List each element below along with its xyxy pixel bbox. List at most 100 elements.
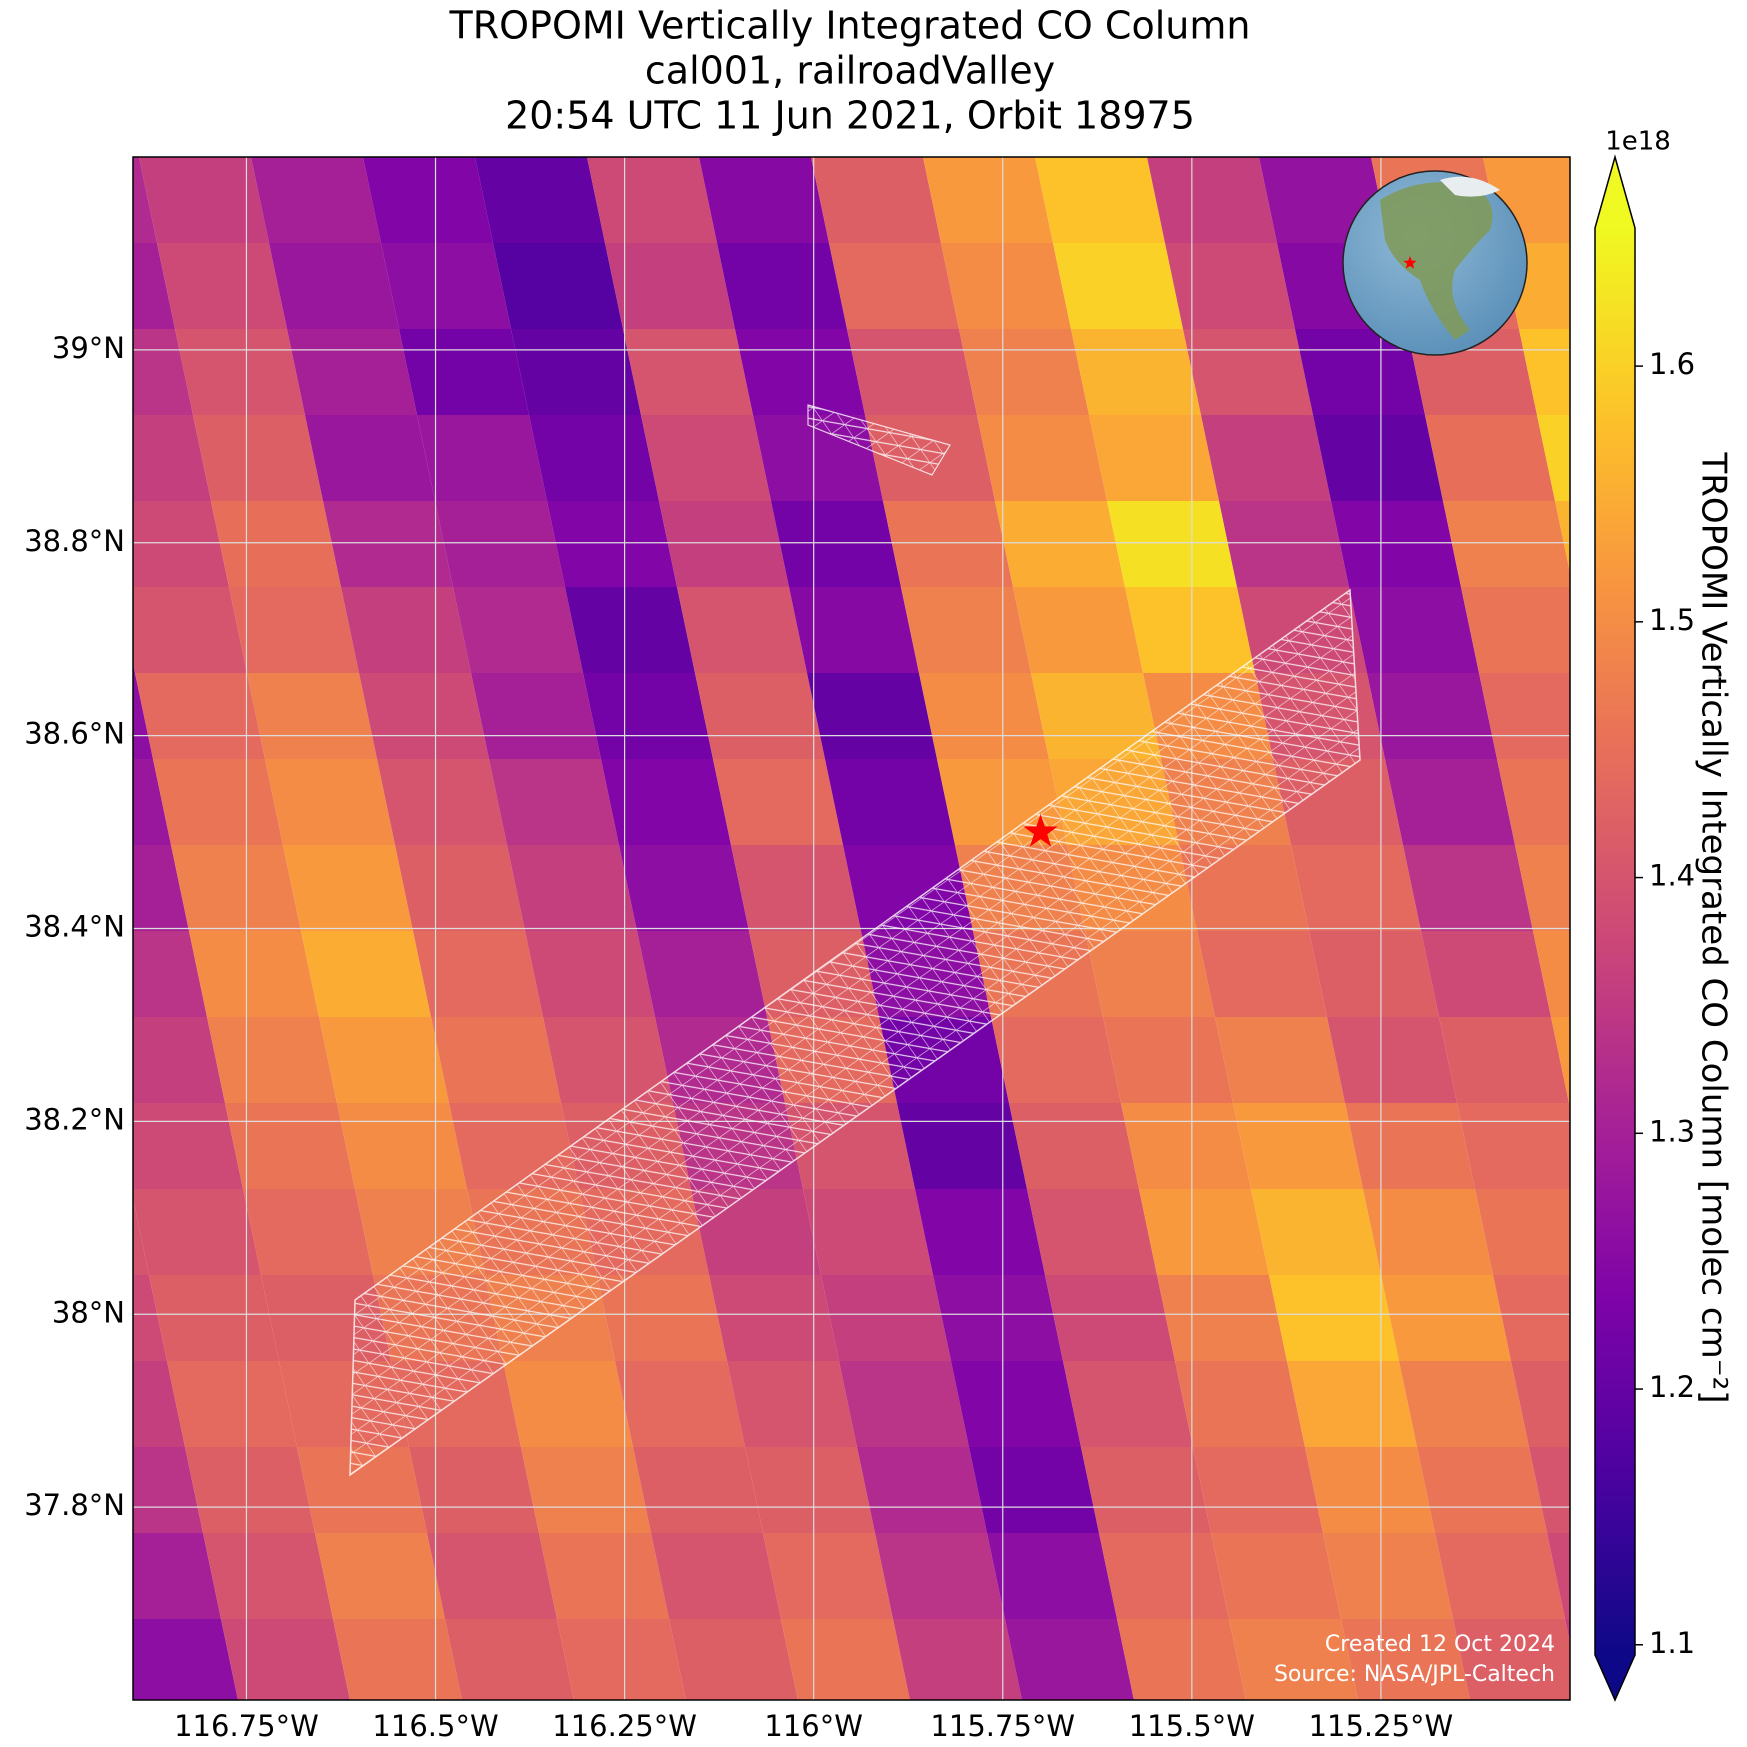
co-cell [1345, 1103, 1475, 1189]
co-cell [427, 1533, 557, 1619]
co-cell [699, 157, 829, 243]
co-cell [991, 1017, 1121, 1103]
co-cell [133, 1103, 243, 1189]
co-cell [1313, 415, 1443, 501]
x-tick-label: 116°W [764, 1709, 863, 1743]
x-tick-label: 116.5°W [372, 1709, 498, 1743]
co-cell [0, 1017, 113, 1103]
co-cell [951, 1361, 1081, 1447]
co-cell [1031, 673, 1161, 759]
co-cell [203, 1533, 333, 1619]
co-cell [1287, 1361, 1417, 1447]
co-cell [781, 1619, 910, 1700]
co-cell [727, 1361, 857, 1447]
co-cell [1305, 1447, 1435, 1533]
co-cell [1089, 415, 1219, 501]
co-cell [1641, 1447, 1747, 1533]
co-cell [133, 243, 175, 329]
co-cell [839, 1361, 969, 1447]
co-cell [1183, 329, 1313, 415]
co-cell [1197, 931, 1327, 1017]
co-cell [413, 931, 543, 1017]
footprint-mesh [349, 588, 1361, 1477]
co-cell [511, 329, 641, 415]
co-cell [1035, 157, 1165, 243]
co-cell [677, 587, 807, 673]
colorbar-label: TROPOMI Vertically Integrated CO Column … [1694, 451, 1734, 1403]
co-cell [641, 415, 771, 501]
co-cell [133, 1198, 149, 1275]
co-cell [251, 157, 381, 243]
co-cell [1229, 1619, 1358, 1700]
y-tick-label: 39°N [52, 331, 125, 365]
co-cell [0, 587, 23, 673]
co-cell [133, 663, 135, 673]
co-cell [1215, 1017, 1345, 1103]
co-cell [507, 845, 637, 931]
co-cell [171, 845, 301, 931]
co-cell [157, 243, 287, 329]
colorbar-tick-label: 1.2 [1649, 1370, 1695, 1404]
co-cell [133, 157, 157, 243]
co-cell [1147, 157, 1277, 243]
co-cell [133, 1017, 225, 1103]
site-star [1023, 814, 1058, 847]
co-cell [333, 1619, 462, 1700]
co-cell [1125, 587, 1255, 673]
co-cell [633, 1447, 763, 1533]
co-cell [539, 1533, 669, 1619]
co-cell [529, 415, 659, 501]
co-cell [525, 931, 655, 1017]
co-cell [445, 1619, 574, 1700]
y-tick-label: 38.2°N [24, 1102, 125, 1136]
co-cell [1157, 1275, 1287, 1361]
co-cell [1295, 329, 1425, 415]
co-cell [153, 759, 283, 845]
co-cell [417, 415, 547, 501]
co-cell [453, 587, 583, 673]
co-cell [659, 501, 789, 587]
co-cell [1009, 1103, 1139, 1189]
y-tick-label: 38°N [52, 1295, 125, 1329]
co-cell [1551, 1017, 1570, 1103]
co-cell [189, 931, 319, 1017]
co-cell [601, 759, 731, 845]
co-cell [395, 845, 525, 931]
co-cell [409, 1447, 539, 1533]
co-cell [133, 759, 171, 845]
colorbar-tick-label: 1.1 [1649, 1626, 1695, 1660]
colorbar-offset: 1e18 [1605, 127, 1671, 157]
co-cell [977, 415, 1107, 501]
co-cell [1519, 329, 1570, 415]
co-cell [745, 1447, 875, 1533]
co-cell [381, 243, 511, 329]
co-cell [1515, 845, 1570, 931]
co-cell [1547, 1533, 1570, 1619]
co-cell [225, 1103, 355, 1189]
co-cell [565, 587, 695, 673]
x-tick-label: 115.5°W [1129, 1709, 1255, 1743]
co-cell [1417, 1447, 1547, 1533]
co-cell [133, 1533, 221, 1619]
colorbar-tick-label: 1.3 [1649, 1114, 1695, 1148]
co-cell [597, 1275, 727, 1361]
co-cell [1399, 1361, 1529, 1447]
co-cell [1511, 1361, 1570, 1447]
co-cell [315, 1533, 445, 1619]
co-cell [265, 759, 395, 845]
colorbar-extend-min [1595, 1655, 1635, 1700]
co-cell [503, 1361, 633, 1447]
co-cell [1327, 1017, 1457, 1103]
globe-site [1403, 256, 1417, 269]
co-cell [399, 329, 529, 415]
co-cell [987, 1533, 1117, 1619]
co-cell [1555, 501, 1570, 573]
co-cell [1139, 1189, 1269, 1275]
subtitle: 20:54 UTC 11 Jun 2021, Orbit 18975 [505, 94, 1195, 138]
co-cell [133, 845, 189, 931]
co-cell [1165, 243, 1295, 329]
co-cell [489, 759, 619, 845]
co-cell [297, 1447, 427, 1533]
x-tick-label: 115.25°W [1309, 1709, 1454, 1743]
co-cell [1179, 845, 1309, 931]
